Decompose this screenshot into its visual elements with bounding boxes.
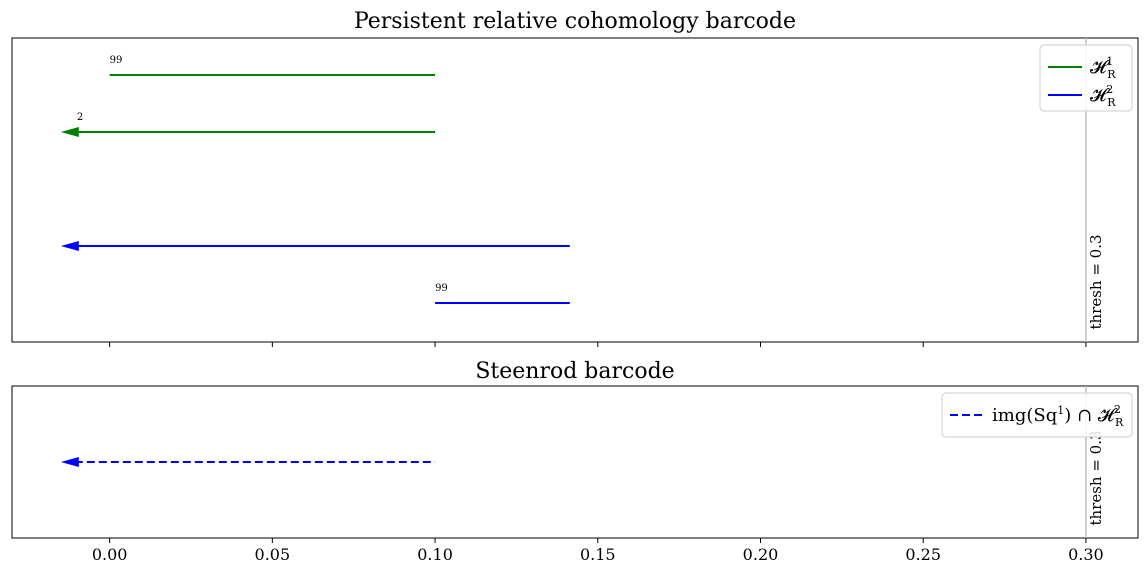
plot-frame (11, 385, 1139, 539)
threshold-label: thresh = 0.3 (1087, 234, 1105, 329)
x-tick-label: 0.25 (905, 545, 941, 564)
chart-title: Persistent relative cohomology barcode (354, 9, 796, 34)
x-tick-label: 0.10 (417, 545, 453, 564)
bar-label: 99 (435, 283, 448, 294)
legend-box (941, 392, 1133, 438)
bar-arrowhead (60, 241, 79, 251)
bars (60, 457, 436, 467)
threshold-label: thresh = 0.3 (1087, 430, 1105, 525)
steenrod-panel: Steenrod barcode 0.00 0.05 0.10 0.15 0.20 0.2… (11, 359, 1139, 564)
x-tick-label: 0.30 (1068, 545, 1104, 564)
bars: 99 2 99 (60, 55, 570, 304)
barcode-bar: 99 (109, 55, 436, 76)
barcode-bar: 99 (435, 283, 570, 304)
bar-label: 99 (110, 55, 123, 66)
legend-box (1039, 44, 1133, 112)
legend: 𝓗1 R𝓗2 R (1039, 44, 1133, 112)
legend: img(Sq1) ∩ 𝓗2 R (941, 392, 1133, 438)
x-tick-label: 0.20 (743, 545, 779, 564)
x-tick-label: 0.15 (580, 545, 616, 564)
legend-label: img(Sq1) ∩ 𝓗2 R (992, 403, 1124, 429)
x-tick-label: 0.00 (92, 545, 128, 564)
x-ticks (109, 342, 1087, 347)
plot-frame (11, 37, 1139, 343)
bar-label: 2 (77, 112, 83, 123)
x-tick-label: 0.05 (255, 545, 291, 564)
legend-entry: 𝓗2 R (1048, 83, 1116, 109)
persistent-cohomology-panel: Persistent relative cohomology barcode t… (11, 9, 1139, 347)
bar-arrowhead (60, 127, 79, 137)
barcode-bar (60, 457, 436, 467)
legend-label: 𝓗1 R (1090, 55, 1116, 81)
chart-title: Steenrod barcode (475, 359, 674, 384)
legend-entry: img(Sq1) ∩ 𝓗2 R (950, 403, 1124, 429)
legend-label: 𝓗2 R (1090, 83, 1116, 109)
x-ticks: 0.00 0.05 0.10 0.15 0.20 0.25 0.30 (92, 538, 1104, 564)
legend-entry: 𝓗1 R (1048, 55, 1116, 81)
barcode-bar (60, 241, 570, 251)
barcode-bar: 2 (60, 112, 436, 137)
bar-arrowhead (60, 457, 79, 467)
